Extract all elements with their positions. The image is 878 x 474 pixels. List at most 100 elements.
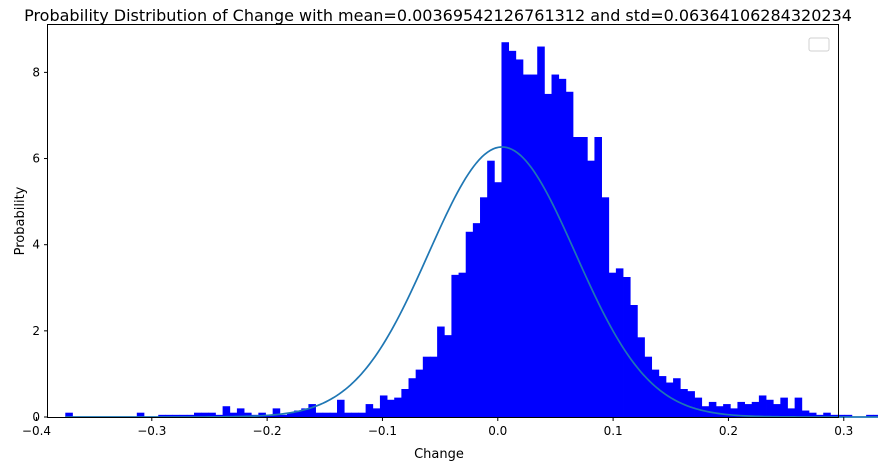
histogram-bar	[229, 412, 238, 417]
histogram-bar	[823, 412, 831, 417]
histogram-bar	[136, 412, 145, 417]
histogram-bar	[387, 399, 395, 417]
histogram-bar	[451, 274, 459, 417]
x-tick-label: −0.1	[368, 424, 397, 438]
x-tick-label: −0.4	[22, 424, 51, 438]
y-tick-label: 4	[32, 238, 40, 252]
y-tick-label: 6	[32, 152, 40, 166]
histogram-bar	[244, 412, 252, 417]
histogram-bar	[422, 356, 431, 417]
histogram-bar	[465, 231, 474, 417]
histogram-bar	[651, 369, 660, 417]
y-axis-label: Probability	[13, 186, 28, 255]
histogram-bar	[437, 326, 445, 417]
histogram-bar	[866, 414, 874, 417]
histogram-bar	[730, 408, 738, 417]
histogram-bar	[415, 369, 424, 417]
histogram-bar	[873, 414, 878, 417]
histogram-bar	[794, 397, 803, 417]
histogram-bar	[394, 397, 402, 417]
histogram-bar	[737, 401, 745, 417]
histogram-bar	[344, 412, 352, 417]
histogram-bar	[644, 356, 653, 417]
histogram-bar	[558, 78, 567, 417]
y-tick-label: 0	[32, 410, 40, 424]
histogram-bar	[365, 404, 374, 417]
histogram-bar	[708, 401, 717, 417]
histogram-bar	[351, 412, 359, 417]
histogram-bar	[773, 404, 781, 417]
histogram-bar	[329, 412, 338, 417]
histogram-bar	[408, 378, 417, 417]
histogram-bar	[844, 414, 853, 417]
histogram-bar	[694, 397, 703, 417]
histogram-bar	[372, 408, 381, 417]
histogram-bar	[637, 337, 645, 417]
histogram-bar	[222, 406, 231, 417]
histogram-bar	[530, 74, 538, 417]
histogram-bar	[837, 414, 846, 417]
histogram-bar	[165, 414, 173, 417]
histogram-bar	[830, 414, 838, 417]
histogram-bar	[472, 223, 481, 417]
histogram-bar	[537, 46, 545, 417]
histogram-bar	[801, 410, 810, 417]
histogram-bar	[515, 59, 524, 418]
histogram-bar	[294, 410, 302, 417]
histogram-bar	[429, 356, 438, 417]
histogram-bar	[201, 412, 209, 417]
histogram-bar	[808, 412, 817, 417]
histogram-bar	[258, 412, 266, 417]
histogram-bar	[487, 160, 495, 417]
histogram-bar	[272, 408, 281, 417]
histogram-bar	[751, 401, 760, 417]
x-tick-label: 0.0	[488, 424, 507, 438]
histogram-bar	[458, 272, 467, 417]
histogram-bar	[215, 414, 224, 417]
y-axis: 0 2 4 6 8	[32, 65, 48, 424]
histogram-bar	[315, 412, 324, 417]
histogram-bar	[401, 389, 409, 417]
histogram-bar	[522, 74, 531, 417]
histogram-bar	[601, 197, 610, 417]
x-tick-label: −0.3	[137, 424, 166, 438]
x-axis-label: Change	[414, 447, 464, 462]
histogram-bar	[308, 404, 316, 417]
histogram-bar	[665, 382, 674, 417]
histogram-bar	[565, 91, 574, 418]
histogram-bar	[816, 414, 824, 417]
y-tick-label: 8	[32, 65, 40, 79]
histogram-bar	[508, 50, 517, 417]
histogram-bars	[65, 42, 878, 418]
plot-frame	[47, 24, 839, 418]
histogram-bar	[544, 93, 552, 418]
histogram-bar	[444, 335, 452, 417]
histogram-bar	[286, 412, 295, 417]
histogram-bar	[494, 182, 502, 417]
histogram-bar	[301, 408, 309, 417]
normal-pdf-curve	[65, 146, 878, 418]
histogram-bar	[279, 414, 288, 417]
histogram-bar	[572, 137, 581, 417]
histogram-bar	[480, 197, 488, 417]
histogram-bar	[172, 414, 181, 417]
x-tick-label: 0.1	[604, 424, 623, 438]
histogram-bar	[186, 414, 195, 417]
histogram-bar	[723, 404, 731, 417]
histogram-bar	[744, 404, 753, 417]
histogram-bar	[658, 376, 667, 417]
histogram-bar	[673, 378, 681, 417]
histogram-bar	[608, 272, 617, 417]
histogram-bar	[194, 412, 202, 417]
chart-title: Probability Distribution of Change with …	[24, 6, 852, 25]
histogram-bar	[766, 399, 774, 417]
x-tick-label: −0.2	[253, 424, 282, 438]
legend-box[interactable]	[808, 37, 830, 52]
histogram-bar	[780, 397, 788, 417]
histogram-bar	[551, 74, 560, 417]
histogram-bar	[715, 406, 724, 417]
histogram-bar	[358, 412, 367, 417]
histogram-bar	[158, 414, 166, 417]
